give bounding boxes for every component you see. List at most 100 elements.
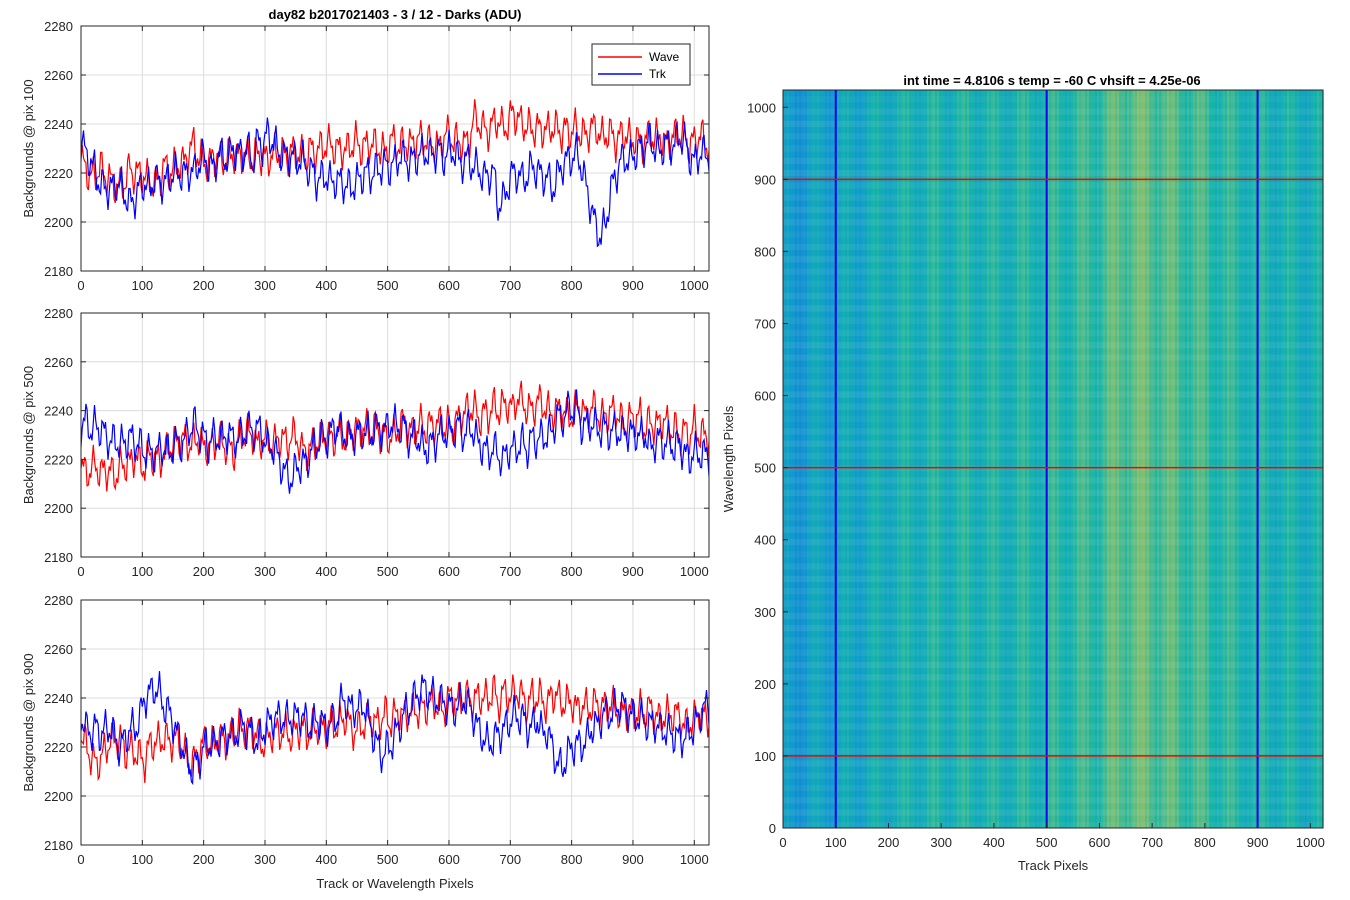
heatmap-column [795,90,798,828]
heatmap-column [1167,90,1170,828]
series-line-wave [81,99,709,204]
x-tick-label: 100 [131,278,153,293]
heatmap-column [811,90,814,828]
heatmap-title: int time = 4.8106 s temp = -60 C vhsift … [903,73,1200,88]
heatmap-column [1309,90,1312,828]
heatmap-texture [783,575,1323,583]
heatmap-column [1025,90,1028,828]
heatmap-texture [783,366,1323,373]
heatmap-column [899,90,902,828]
heatmap-column [905,90,908,828]
heatmap-column [1203,90,1206,828]
heatmap-column [1297,90,1300,828]
heatmap-column [863,90,866,828]
y-tick-label: 2180 [44,838,73,853]
heatmap-column [875,90,878,828]
heatmap-column [1305,90,1308,828]
x-tick-label: 400 [315,278,337,293]
legend-label-wave: Wave [649,50,680,64]
x-tick-label: 600 [438,852,460,867]
heatmap-column [1097,90,1100,828]
x-tick-label: 1000 [680,564,709,579]
x-tick-label: 600 [438,564,460,579]
heatmap-column [1029,90,1032,828]
x-tick-label: 300 [254,852,276,867]
heatmap-column [807,90,810,828]
plot-frame [80,312,710,558]
plot-pix-900: 0 100 200 300 400 500 600 700 800 900 1000 2180 2200… [21,593,710,891]
heatmap-column [869,90,872,828]
y-tick-label: 2180 [44,264,73,279]
y-axis-label: Backgrounds @ pix 900 [21,653,36,791]
heatmap-column [1229,90,1232,828]
heatmap-texture [783,133,1323,140]
heatmap-column [1139,90,1142,828]
y-tick-label: 600 [754,389,776,404]
heatmap-column [1087,90,1090,828]
heatmap-column [1155,90,1158,828]
heatmap-column [967,90,970,828]
heatmap-texture [783,662,1323,669]
x-tick-label: 400 [315,564,337,579]
series-line-trk [81,671,709,786]
y-tick-label: 2180 [44,550,73,565]
heatmap-texture [783,477,1323,484]
heatmap-column [1003,90,1006,828]
heatmap-column [1055,90,1058,828]
heatmap-column [825,90,828,828]
heatmap-column [1053,90,1056,828]
heatmap-column [1237,90,1240,828]
heatmap-column [1125,90,1128,828]
heatmap-column [935,90,938,828]
heatmap-column [831,90,834,828]
heatmap-column [1081,90,1084,828]
heatmap-texture [783,403,1323,410]
heatmap-column [1213,90,1216,828]
x-axis-label: Track Pixels [1018,858,1089,873]
heatmap-column [1009,90,1012,828]
x-tick-label: 500 [377,564,399,579]
heatmap-column [1321,90,1324,828]
x-tick-label: 900 [622,852,644,867]
heatmap-column [1079,90,1082,828]
heatmap-column [1027,90,1030,828]
heatmap-column [843,90,846,828]
heatmap-column [1117,90,1120,828]
heatmap-column [1183,90,1186,828]
heatmap-column [1051,90,1054,828]
heatmap-column [803,90,806,828]
heatmap-column [1271,90,1274,828]
x-tick-label: 500 [377,852,399,867]
heatmap-texture [783,698,1323,706]
heatmap-texture [783,625,1323,632]
heatmap-column [1057,90,1060,828]
heatmap-column [1121,90,1124,828]
heatmap-column [987,90,990,828]
heatmap-column [865,90,868,828]
heatmap-column [989,90,992,828]
heatmap-column [1137,90,1140,828]
heatmap-column [1313,90,1316,828]
x-tick-label: 200 [193,852,215,867]
heatmap-column [961,90,964,828]
heatmap-column [823,90,826,828]
heatmap-column [877,90,880,828]
heatmap-column [1209,90,1212,828]
heatmap-column [1033,90,1036,828]
y-tick-label: 400 [754,533,776,548]
heatmap-column [1215,90,1218,828]
y-tick-label: 800 [754,244,776,259]
heatmap-column [1039,90,1042,828]
heatmap-column [785,90,788,828]
heatmap-texture [783,600,1323,607]
heatmap-column [855,90,858,828]
heatmap-column [787,90,790,828]
heatmap-column [977,90,980,828]
heatmap-texture [783,440,1323,447]
heatmap-column [791,90,794,828]
heatmap-column [951,90,954,828]
heatmap-column [1199,90,1202,828]
heatmap-column [1223,90,1226,828]
y-tick-label: 300 [754,605,776,620]
y-tick-label: 2220 [44,740,73,755]
